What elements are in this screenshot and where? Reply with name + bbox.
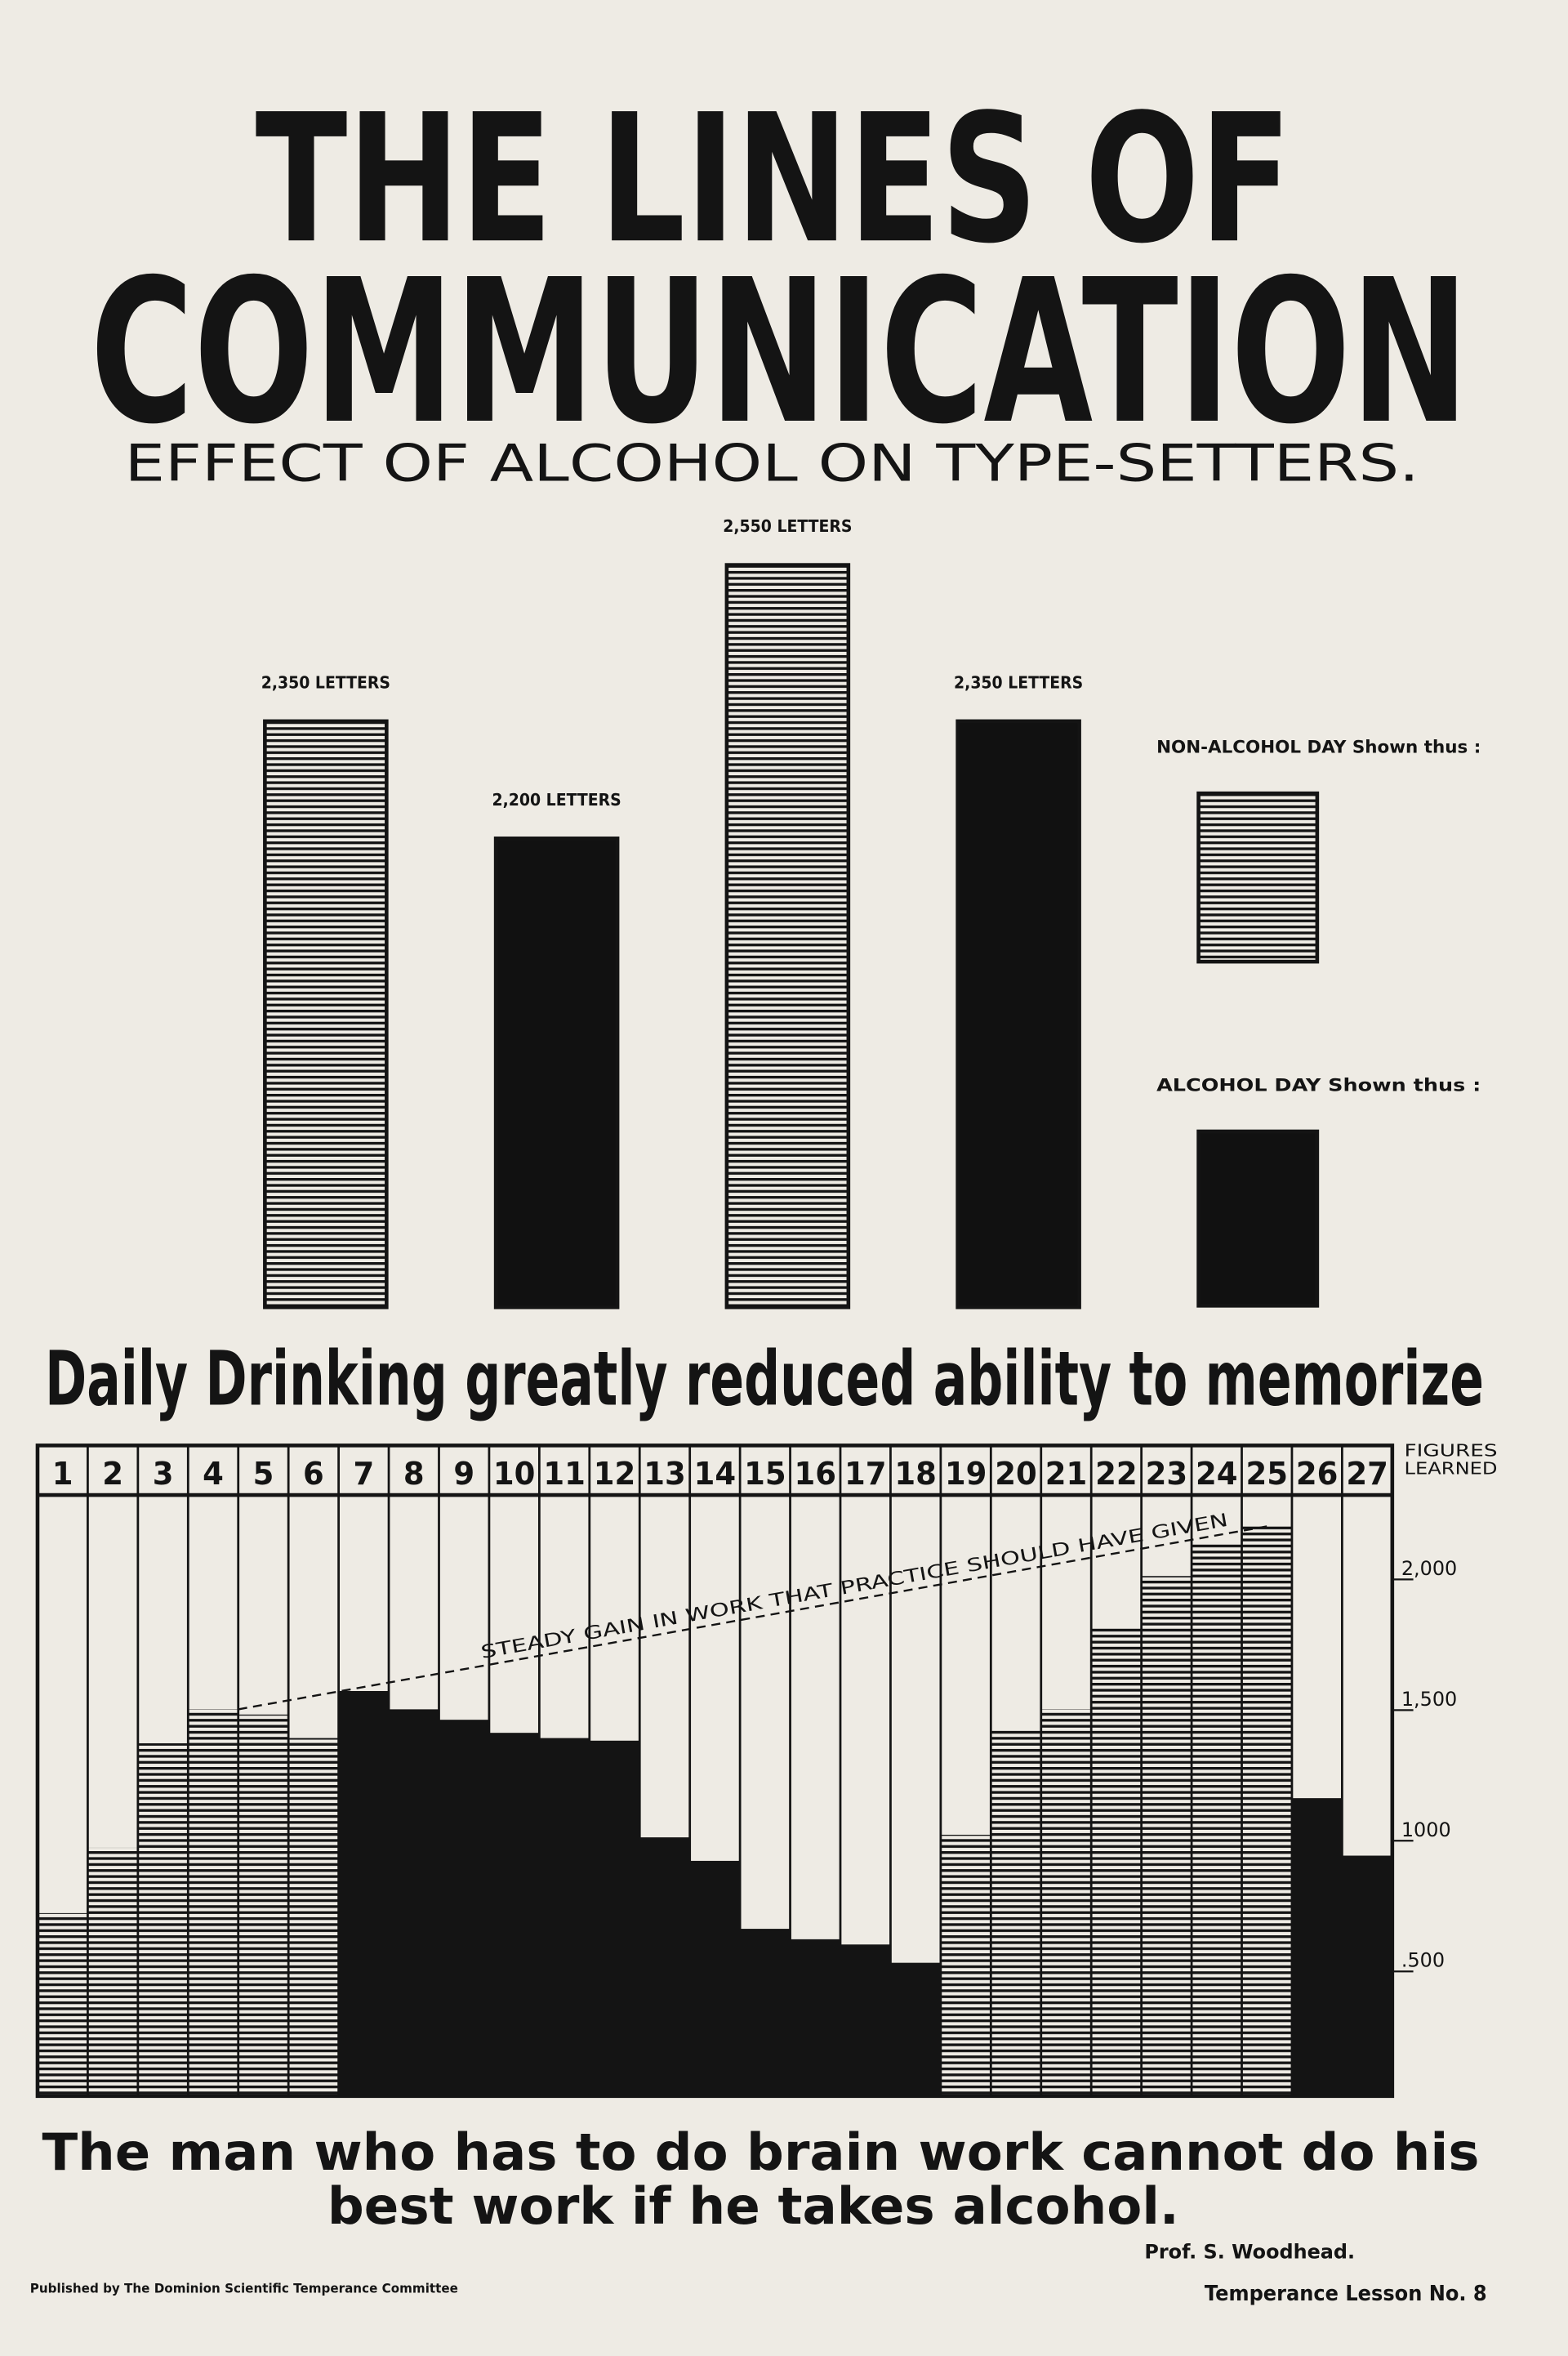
title-line: COMMUNICATION: [90, 238, 1468, 468]
column: [840, 1944, 891, 2096]
attribution: Prof. S. Woodhead.: [1144, 2240, 1355, 2263]
frame: [35, 1443, 1395, 2099]
x-tick-label: 12: [594, 1456, 635, 1493]
x-tick-label: 18: [894, 1456, 936, 1493]
legend-swatch: [1196, 1129, 1320, 1308]
lesson: Temperance Lesson No. 8: [1205, 2282, 1487, 2306]
column: [137, 1742, 189, 2096]
column: [940, 1834, 991, 2096]
column: [338, 1690, 390, 2096]
column: [238, 1714, 289, 2096]
x-tick-label: 7: [353, 1456, 374, 1493]
column: [1342, 1855, 1392, 2096]
column: [439, 1720, 489, 2096]
y-axis-label: FIGURES: [1405, 1440, 1498, 1460]
column: [1192, 1542, 1242, 2096]
column: [539, 1738, 590, 2096]
x-tick-label: 14: [694, 1456, 736, 1493]
quote-line: The man who has to do brain work cannot …: [42, 2122, 1479, 2182]
x-tick-label: 6: [303, 1456, 324, 1493]
x-tick-label: 27: [1346, 1456, 1388, 1493]
chart-title: Daily Drinking greatly reduced ability t…: [45, 1336, 1484, 1423]
column: [1291, 1798, 1343, 2096]
x-tick-label: 11: [543, 1456, 585, 1493]
y-tick-label: .500: [1401, 1949, 1445, 1972]
column: [488, 1733, 540, 2096]
column: [790, 1939, 840, 2096]
value-label: 2,350 LETTERS: [954, 672, 1083, 692]
x-tick-label: 8: [403, 1456, 425, 1493]
x-tick-label: 24: [1196, 1456, 1237, 1493]
column: [689, 1860, 741, 2096]
x-tick-label: 9: [453, 1456, 474, 1493]
bar: [263, 719, 389, 1310]
column: [37, 1912, 88, 2096]
column: [1040, 1709, 1092, 2096]
column: [1091, 1626, 1142, 2096]
bar: [956, 719, 1081, 1310]
x-tick-label: 13: [644, 1456, 685, 1493]
column: [389, 1709, 439, 2096]
title-line: THE LINES OF: [256, 77, 1292, 283]
x-tick-label: 23: [1146, 1456, 1187, 1493]
x-tick-label: 15: [744, 1456, 786, 1493]
column: [288, 1738, 339, 2096]
x-tick-label: 16: [795, 1456, 836, 1493]
legend-label: NON-ALCOHOL DAY Shown thus :: [1156, 736, 1481, 756]
x-tick-label: 25: [1245, 1456, 1287, 1493]
column: [890, 1962, 941, 2096]
x-tick-label: 21: [1045, 1456, 1087, 1493]
x-tick-label: 26: [1296, 1456, 1338, 1493]
x-tick-label: 17: [844, 1456, 886, 1493]
chart-subtitle: EFFECT OF ALCOHOL ON TYPE-SETTERS.: [125, 434, 1419, 493]
value-label: 2,550 LETTERS: [723, 516, 852, 536]
legend-swatch: [1196, 791, 1320, 964]
x-tick-label: 1: [52, 1456, 74, 1493]
x-tick-label: 19: [945, 1456, 987, 1493]
column: [87, 1847, 138, 2096]
x-tick-label: 5: [253, 1456, 274, 1493]
column: [740, 1929, 791, 2096]
x-tick-label: 10: [493, 1456, 535, 1493]
column: [991, 1729, 1041, 2096]
x-tick-label: 4: [203, 1456, 224, 1493]
value-label: 2,350 LETTERS: [261, 672, 390, 692]
y-tick-label: 2,000: [1401, 1557, 1457, 1580]
legend-label: ALCOHOL DAY Shown thus :: [1156, 1074, 1481, 1095]
column: [188, 1709, 238, 2096]
column: [1141, 1576, 1192, 2096]
publisher: Published by The Dominion Scientific Tem…: [30, 2281, 458, 2296]
value-label: 2,200 LETTERS: [492, 790, 621, 810]
x-tick-label: 20: [995, 1456, 1036, 1493]
x-tick-label: 22: [1095, 1456, 1137, 1493]
y-tick-label: 1,500: [1401, 1688, 1457, 1711]
bar: [724, 563, 851, 1310]
column: [589, 1740, 640, 2096]
x-tick-label: 2: [102, 1456, 123, 1493]
bar: [493, 837, 620, 1310]
y-tick-label: 1000: [1401, 1818, 1451, 1841]
trend-line: [238, 1525, 1267, 1711]
x-tick-label: 3: [153, 1456, 174, 1493]
quote-line: best work if he takes alcohol.: [327, 2176, 1179, 2236]
y-axis-label: LEARNED: [1405, 1458, 1498, 1478]
column: [1241, 1526, 1292, 2096]
column: [639, 1837, 690, 2096]
